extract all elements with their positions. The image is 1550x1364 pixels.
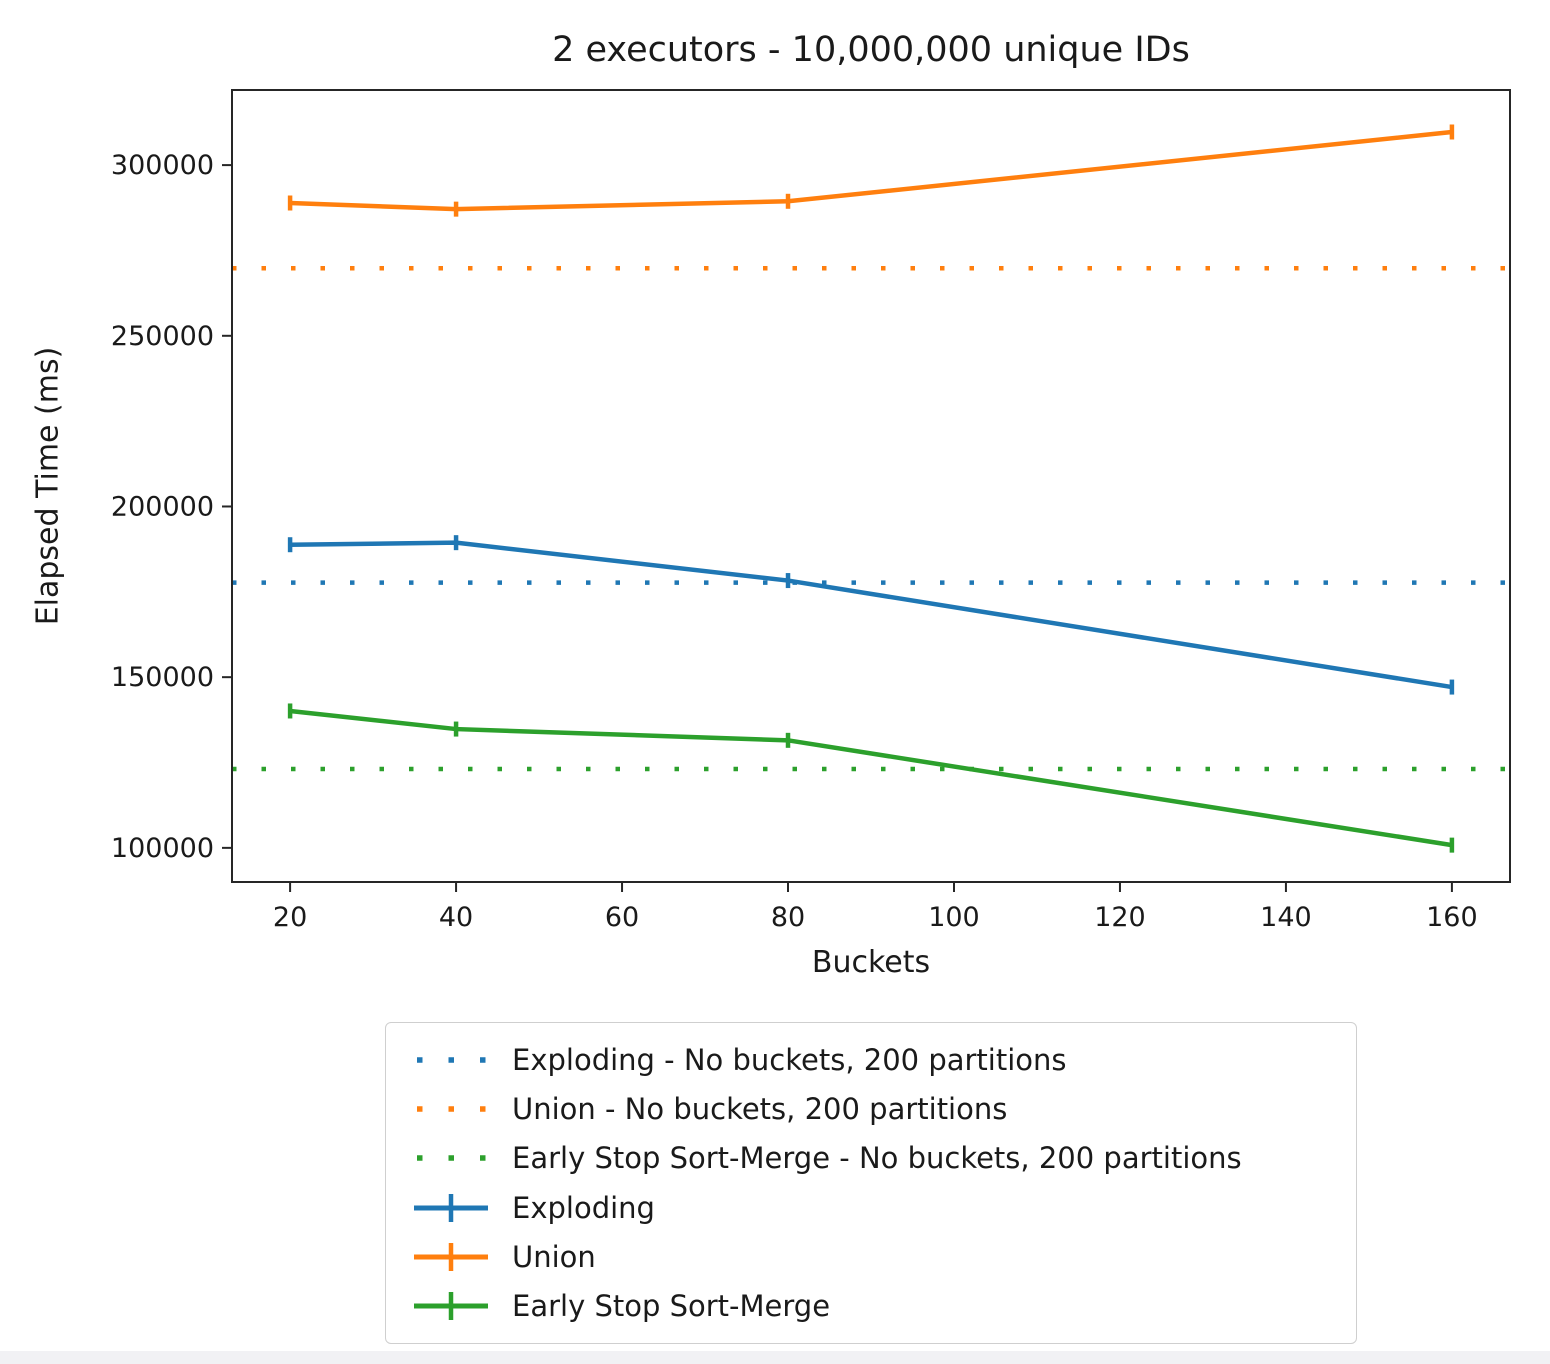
legend-item-label: Early Stop Sort-Merge - No buckets, 200 … [512, 1141, 1242, 1176]
x-tick-label: 160 [1426, 902, 1478, 933]
x-tick-label: 100 [928, 902, 980, 933]
legend-item-exploding-no-buckets-200-partitions: Exploding - No buckets, 200 partitions [412, 1043, 1346, 1077]
errorbar-line-icon [414, 1242, 488, 1271]
dotted-line-icon [417, 1155, 490, 1162]
series-line-union [290, 129, 1453, 212]
series-line-exploding [290, 540, 1453, 690]
chart-title: 2 executors - 10,000,000 unique IDs [552, 30, 1190, 70]
legend-item-early-stop-sort-merge: Early Stop Sort-Merge [412, 1289, 1346, 1323]
legend-item-union-no-buckets-200-partitions: Union - No buckets, 200 partitions [412, 1092, 1346, 1126]
series-line-early-stop-sort-merge [289, 708, 1453, 848]
legend-item-union: Union [412, 1240, 1346, 1274]
legend-item-label: Early Stop Sort-Merge [512, 1289, 831, 1324]
plot-frame [231, 89, 1511, 883]
dotted-line-icon [417, 1106, 490, 1112]
legend: Exploding - No buckets, 200 partitions Un… [385, 1022, 1357, 1344]
errorbar-line-icon [414, 1193, 488, 1222]
legend-item-label: Exploding - No buckets, 200 partitions [512, 1042, 1067, 1077]
y-tick-label: 150000 [111, 662, 214, 693]
y-axis-label: Elapsed Time (ms) [30, 346, 66, 626]
y-tick-label: 100000 [111, 833, 214, 864]
dotted-line-icon [417, 1056, 490, 1063]
y-tick-label: 250000 [111, 321, 214, 352]
y-tick-label: 300000 [111, 150, 214, 181]
x-tick-label: 60 [605, 902, 639, 933]
bottom-strip [0, 1351, 1550, 1364]
x-tick-label: 120 [1094, 902, 1146, 933]
legend-item-label: Union [512, 1239, 596, 1274]
legend-item-label: Exploding [512, 1190, 655, 1225]
legend-item-exploding: Exploding [412, 1191, 1346, 1225]
x-tick-label: 40 [439, 902, 473, 933]
x-tick-label: 20 [273, 902, 307, 933]
legend-item-early-stop-sort-merge-no-buckets-200-partitions: Early Stop Sort-Merge - No buckets, 200 … [412, 1141, 1346, 1175]
x-axis-label: Buckets [811, 945, 931, 980]
errorbar-line-icon [414, 1292, 488, 1321]
x-tick-label: 140 [1260, 902, 1312, 933]
x-tick-label: 80 [771, 902, 805, 933]
legend-item-label: Union - No buckets, 200 partitions [512, 1091, 1008, 1126]
plot-area: 20 40 60 80 100 120 140 160 100000 150000 200000 25… [111, 89, 1511, 933]
y-tick-label: 200000 [111, 491, 214, 522]
